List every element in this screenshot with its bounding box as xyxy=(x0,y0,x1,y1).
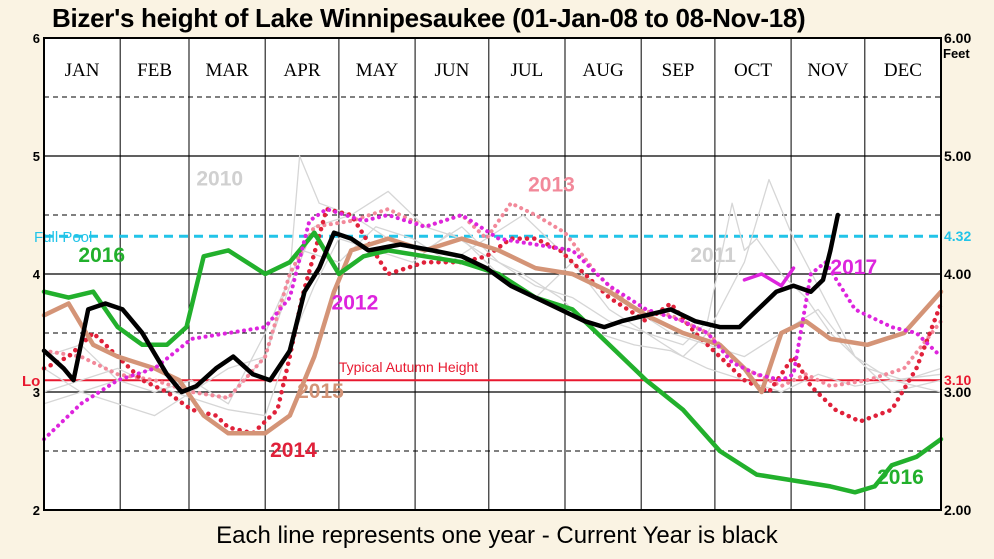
month-label: NOV xyxy=(807,60,848,81)
series-label-2016: 2016 xyxy=(78,244,125,267)
month-label: MAR xyxy=(205,60,249,81)
y-tick-right: 2.00 xyxy=(944,502,971,518)
month-label: MAY xyxy=(356,60,399,81)
series-line-2013 xyxy=(42,201,943,400)
month-label: JUL xyxy=(511,60,544,81)
chart-title: Bizer's height of Lake Winnipesaukee (01… xyxy=(52,3,806,33)
series-label-2010: 2010 xyxy=(196,168,243,191)
chart-subtitle: Each line represents one year - Current … xyxy=(216,522,778,549)
month-label: SEP xyxy=(662,60,695,81)
month-label: AUG xyxy=(583,60,624,81)
y-tick-left: 4 xyxy=(33,267,41,282)
series-line-2017 xyxy=(742,266,796,288)
y-tick-right: 5.00 xyxy=(944,148,971,164)
reference-line-label: Full Pool xyxy=(34,229,92,246)
series-label-2017: 2017 xyxy=(830,256,877,279)
month-label: JAN xyxy=(65,60,100,81)
reference-left-label: Lo xyxy=(22,373,40,390)
month-label: OCT xyxy=(734,60,772,81)
y-tick-right: 3.00 xyxy=(944,384,971,400)
series-line-2018 xyxy=(41,212,841,395)
reference-value-label: 4.32 xyxy=(944,228,971,244)
series-label-2013: 2013 xyxy=(528,173,575,196)
series-label-2015: 2015 xyxy=(297,380,344,403)
y-tick-left: 5 xyxy=(33,149,40,164)
y-tick-left: 6 xyxy=(33,31,40,46)
y-tick-left: 3 xyxy=(33,385,40,400)
y-tick-right: 4.00 xyxy=(944,266,971,282)
y-tick-right: 6.00 xyxy=(944,30,971,46)
month-label: FEB xyxy=(137,60,172,81)
series-line-2016 xyxy=(41,230,944,495)
series-line-2012 xyxy=(42,207,943,442)
series-label-2011: 2011 xyxy=(690,244,736,267)
series-label-2012: 2012 xyxy=(332,291,379,314)
month-label: DEC xyxy=(884,60,922,81)
series-label-2014: 2014 xyxy=(270,439,317,462)
series-line-2015 xyxy=(41,236,944,436)
plot-frame xyxy=(43,37,942,511)
series-line-2011 xyxy=(43,178,942,417)
series-label-2016: 2016 xyxy=(877,466,924,489)
month-label: APR xyxy=(284,60,321,81)
month-label: JUN xyxy=(435,60,470,81)
y-tick-left: 2 xyxy=(33,503,40,518)
reference-value-label: 3.10 xyxy=(944,372,971,388)
reference-line-label: Typical Autumn Height xyxy=(339,359,478,375)
y-unit-label: Feet xyxy=(943,46,970,61)
